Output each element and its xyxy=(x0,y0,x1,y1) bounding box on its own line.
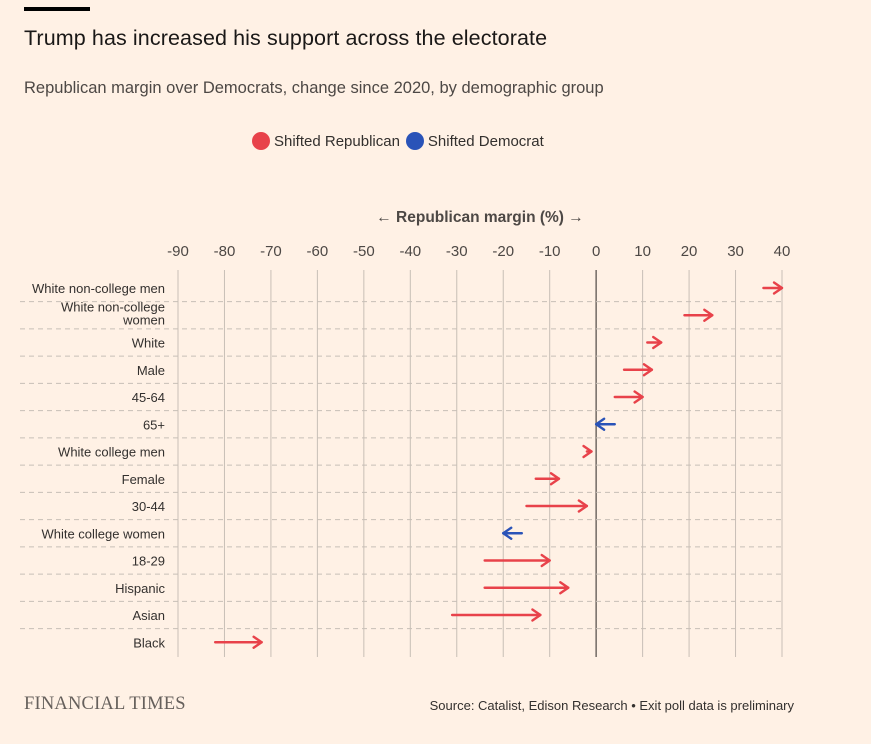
x-tick-label: 20 xyxy=(681,243,698,260)
row-label: Female xyxy=(122,472,165,487)
legend: Shifted Republican Shifted Democrat xyxy=(252,132,550,150)
x-tick-label: -80 xyxy=(214,243,236,260)
x-tick-label: -40 xyxy=(399,243,421,260)
x-axis-left-arrow: ← xyxy=(376,209,392,226)
ft-logo: FINANCIAL TIMES xyxy=(24,694,186,714)
arrow-head xyxy=(633,390,644,404)
arrow-head xyxy=(594,417,606,431)
row-label: White college men xyxy=(58,445,165,460)
x-tick-label: -50 xyxy=(353,243,375,260)
arrow-head xyxy=(577,499,589,513)
x-tick-label: -60 xyxy=(307,243,329,260)
row-label: White non-college men xyxy=(32,281,165,296)
arrow-head xyxy=(252,635,263,649)
legend-item-republican: Shifted Republican xyxy=(252,132,400,150)
row-label: White xyxy=(132,336,165,351)
x-tick-label: -20 xyxy=(492,243,514,260)
legend-democrat-label: Shifted Democrat xyxy=(427,132,544,150)
row-label: 65+ xyxy=(143,417,165,432)
legend-democrat-dot-icon xyxy=(405,132,424,150)
arrow-head xyxy=(502,526,513,540)
legend-republican-dot-icon xyxy=(252,132,270,150)
row-label: Male xyxy=(137,363,165,378)
x-tick-label: -70 xyxy=(260,243,282,260)
row-label: White college women xyxy=(41,526,165,541)
row-label: Asian xyxy=(132,608,165,623)
arrow-head xyxy=(549,472,561,486)
arrow-head xyxy=(703,308,714,322)
row-label: 30-44 xyxy=(132,499,165,514)
x-axis-right-arrow: → xyxy=(568,209,584,226)
top-accent-bar xyxy=(24,7,90,11)
x-tick-label: 30 xyxy=(727,243,744,260)
arrow-head xyxy=(652,335,663,350)
chart-title: Trump has increased his support across t… xyxy=(24,26,548,50)
row-label: 18-29 xyxy=(132,554,165,569)
arrow-head xyxy=(559,581,570,595)
row-label: 45-64 xyxy=(132,390,165,405)
arrow-head xyxy=(582,444,593,459)
arrow-head xyxy=(772,281,784,295)
row-label: Black xyxy=(133,635,165,650)
x-tick-label: -30 xyxy=(446,243,468,260)
arrow-head xyxy=(531,608,542,622)
legend-republican-label: Shifted Republican xyxy=(274,132,400,150)
source-note: Source: Catalist, Edison Research • Exit… xyxy=(429,698,794,713)
arrow-head xyxy=(642,363,654,377)
x-tick-label: -10 xyxy=(539,243,561,260)
chart-subtitle: Republican margin over Democrats, change… xyxy=(24,79,604,97)
legend-item-democrat: Shifted Democrat xyxy=(405,132,544,150)
x-tick-label: 10 xyxy=(634,243,651,260)
arrow-head xyxy=(540,553,551,568)
row-label: Hispanic xyxy=(115,581,165,596)
x-axis-title: ← Republican margin (%) → xyxy=(178,209,782,227)
x-tick-label: 40 xyxy=(774,243,791,260)
x-axis-title-text: Republican margin (%) xyxy=(396,209,564,226)
row-label: White non-college women xyxy=(61,299,165,327)
x-tick-label: -90 xyxy=(167,243,189,260)
x-tick-label: 0 xyxy=(592,243,600,260)
